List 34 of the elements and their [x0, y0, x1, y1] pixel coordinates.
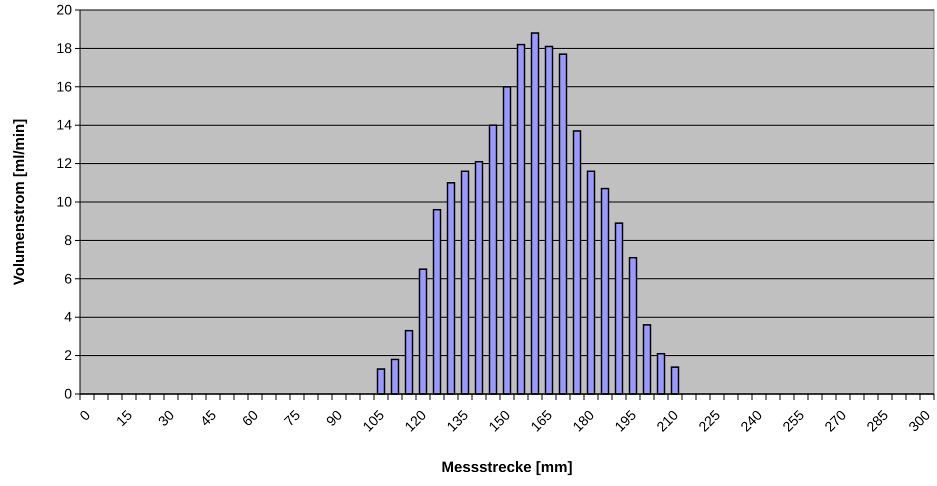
x-tick-label: 300 — [905, 406, 934, 435]
y-axis-title: Volumenstrom [ml/min] — [11, 118, 28, 286]
x-tick-label: 225 — [695, 406, 724, 435]
x-tick-label: 180 — [569, 406, 598, 435]
y-tick-label: 8 — [64, 232, 72, 248]
x-tick-label: 285 — [863, 406, 892, 435]
x-tick-label: 270 — [821, 406, 850, 435]
x-tick-label: 105 — [359, 406, 388, 435]
y-tick-label: 0 — [64, 385, 72, 402]
x-tick-label: 135 — [443, 406, 472, 435]
y-tick-label: 16 — [56, 78, 72, 94]
x-tick-label: 120 — [401, 406, 430, 435]
y-tick-label: 18 — [56, 40, 72, 56]
x-tick-label: 45 — [196, 406, 220, 430]
x-tick-label: 30 — [154, 406, 178, 430]
x-tick-label: 90 — [322, 406, 346, 430]
x-tick-label: 165 — [527, 406, 556, 435]
x-tick-label: 255 — [779, 406, 808, 435]
x-tick-label: 15 — [112, 406, 136, 430]
x-tick-label: 0 — [76, 406, 94, 424]
x-tick-label: 240 — [737, 406, 766, 435]
y-tick-label: 4 — [64, 308, 72, 325]
y-tick-label: 10 — [56, 193, 72, 210]
y-tick-label: 2 — [64, 347, 72, 364]
y-tick-label: 14 — [56, 116, 72, 133]
x-tick-label: 210 — [653, 406, 682, 435]
x-tick-label: 75 — [280, 406, 304, 430]
x-axis-title: Messstrecke [mm] — [442, 459, 572, 476]
y-tick-label: 20 — [56, 1, 72, 18]
x-tick-label: 60 — [238, 406, 262, 430]
x-tick-label: 195 — [611, 406, 640, 435]
y-tick-label: 12 — [56, 155, 72, 172]
y-tick-label: 6 — [64, 270, 72, 286]
x-tick-label: 150 — [485, 406, 514, 435]
